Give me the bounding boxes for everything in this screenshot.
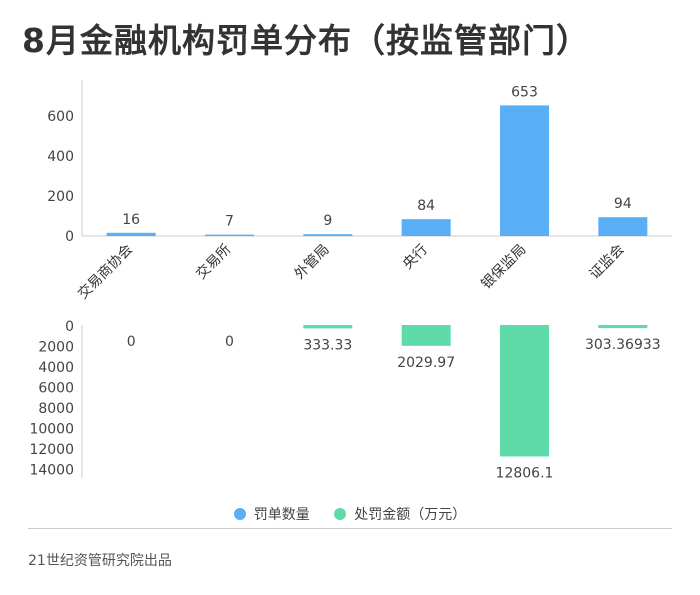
data-label-count: 7 [225,214,234,230]
data-label-amount: 303.36933 [585,337,661,353]
data-label-amount: 0 [225,334,234,350]
y-tick-label-top: 400 [47,149,74,165]
source-credit: 21世纪资管研究院出品 [28,553,172,569]
data-label-count: 9 [323,213,332,229]
chart-title: 8月金融机构罚单分布（按监管部门） [22,21,590,60]
bar-count [598,217,648,236]
data-label-amount: 2029.97 [397,355,455,371]
legend-marker-amount [334,508,347,520]
bar-count [106,232,156,236]
bar-amount [598,325,648,329]
legend: 罚单数量 处罚金额（万元） [0,504,700,524]
x-tick-label: 外管局 [292,242,333,283]
bar-amount [500,325,549,457]
chart-canvas: 0200400600020004000600080001000012000140… [29,80,672,481]
bar-count [303,234,353,236]
x-tick-label: 交易所 [193,241,235,283]
data-label-count: 94 [614,196,632,212]
y-tick-label-bottom: 6000 [38,381,74,397]
y-tick-label-bottom: 8000 [38,401,74,417]
x-tick-label: 央行 [400,242,431,273]
footer-divider [28,528,672,529]
bar-amount [401,325,451,346]
legend-label-amount: 处罚金额（万元） [354,507,467,523]
data-label-amount: 12806.1 [496,465,554,481]
data-label-count: 84 [417,198,435,214]
y-tick-label-bottom: 0 [65,319,74,335]
bar-count [500,105,549,237]
bar-amount [303,325,353,329]
y-tick-label-top: 0 [65,229,74,245]
x-tick-label: 银保监局 [478,242,529,293]
data-label-amount: 0 [127,334,136,350]
y-tick-label-bottom: 2000 [38,340,74,356]
legend-item-amount[interactable]: 处罚金额（万元） [334,504,466,524]
y-tick-label-bottom: 14000 [29,463,74,479]
bar-count [205,234,254,236]
legend-item-count[interactable]: 罚单数量 [233,504,310,524]
data-label-count: 653 [511,84,538,100]
x-tick-label: 交易商协会 [74,241,136,303]
legend-marker-count [233,508,246,520]
legend-label-count: 罚单数量 [253,507,310,523]
y-tick-label-top: 200 [47,189,74,205]
data-label-amount: 333.33 [303,337,352,353]
y-tick-label-bottom: 12000 [29,442,74,458]
y-tick-label-bottom: 4000 [38,360,74,376]
bar-count [401,219,451,236]
y-tick-label-top: 600 [47,109,74,125]
x-tick-label: 证监会 [587,242,628,283]
data-label-count: 16 [122,212,140,228]
y-tick-label-bottom: 10000 [29,422,74,438]
